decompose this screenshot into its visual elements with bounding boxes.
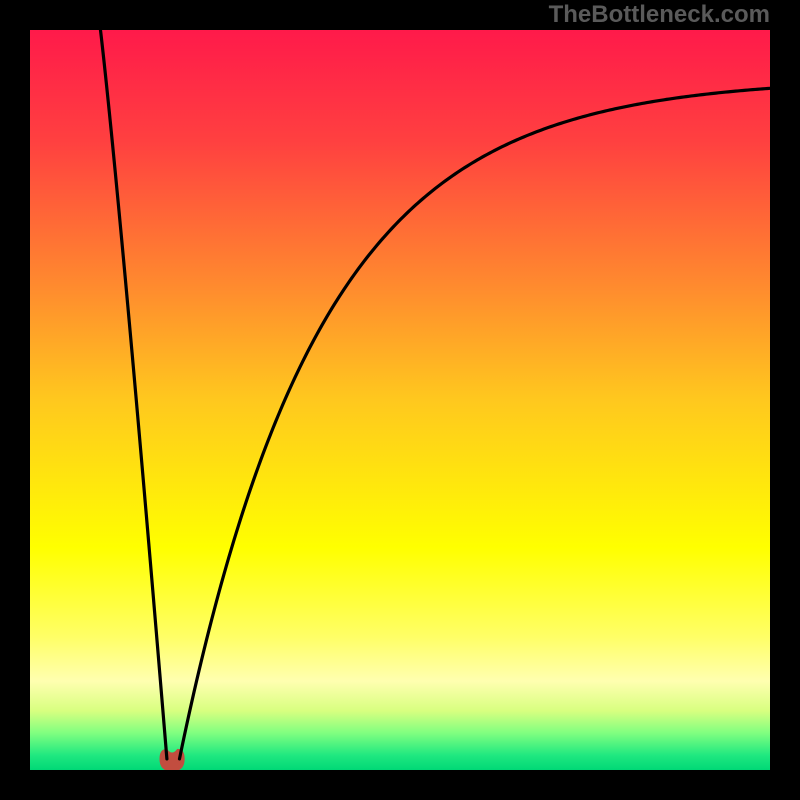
plot-svg	[30, 30, 770, 770]
chart-frame: TheBottleneck.com	[0, 0, 800, 800]
gradient-background	[30, 30, 770, 770]
plot-area	[30, 30, 770, 770]
watermark-label: TheBottleneck.com	[549, 1, 770, 29]
